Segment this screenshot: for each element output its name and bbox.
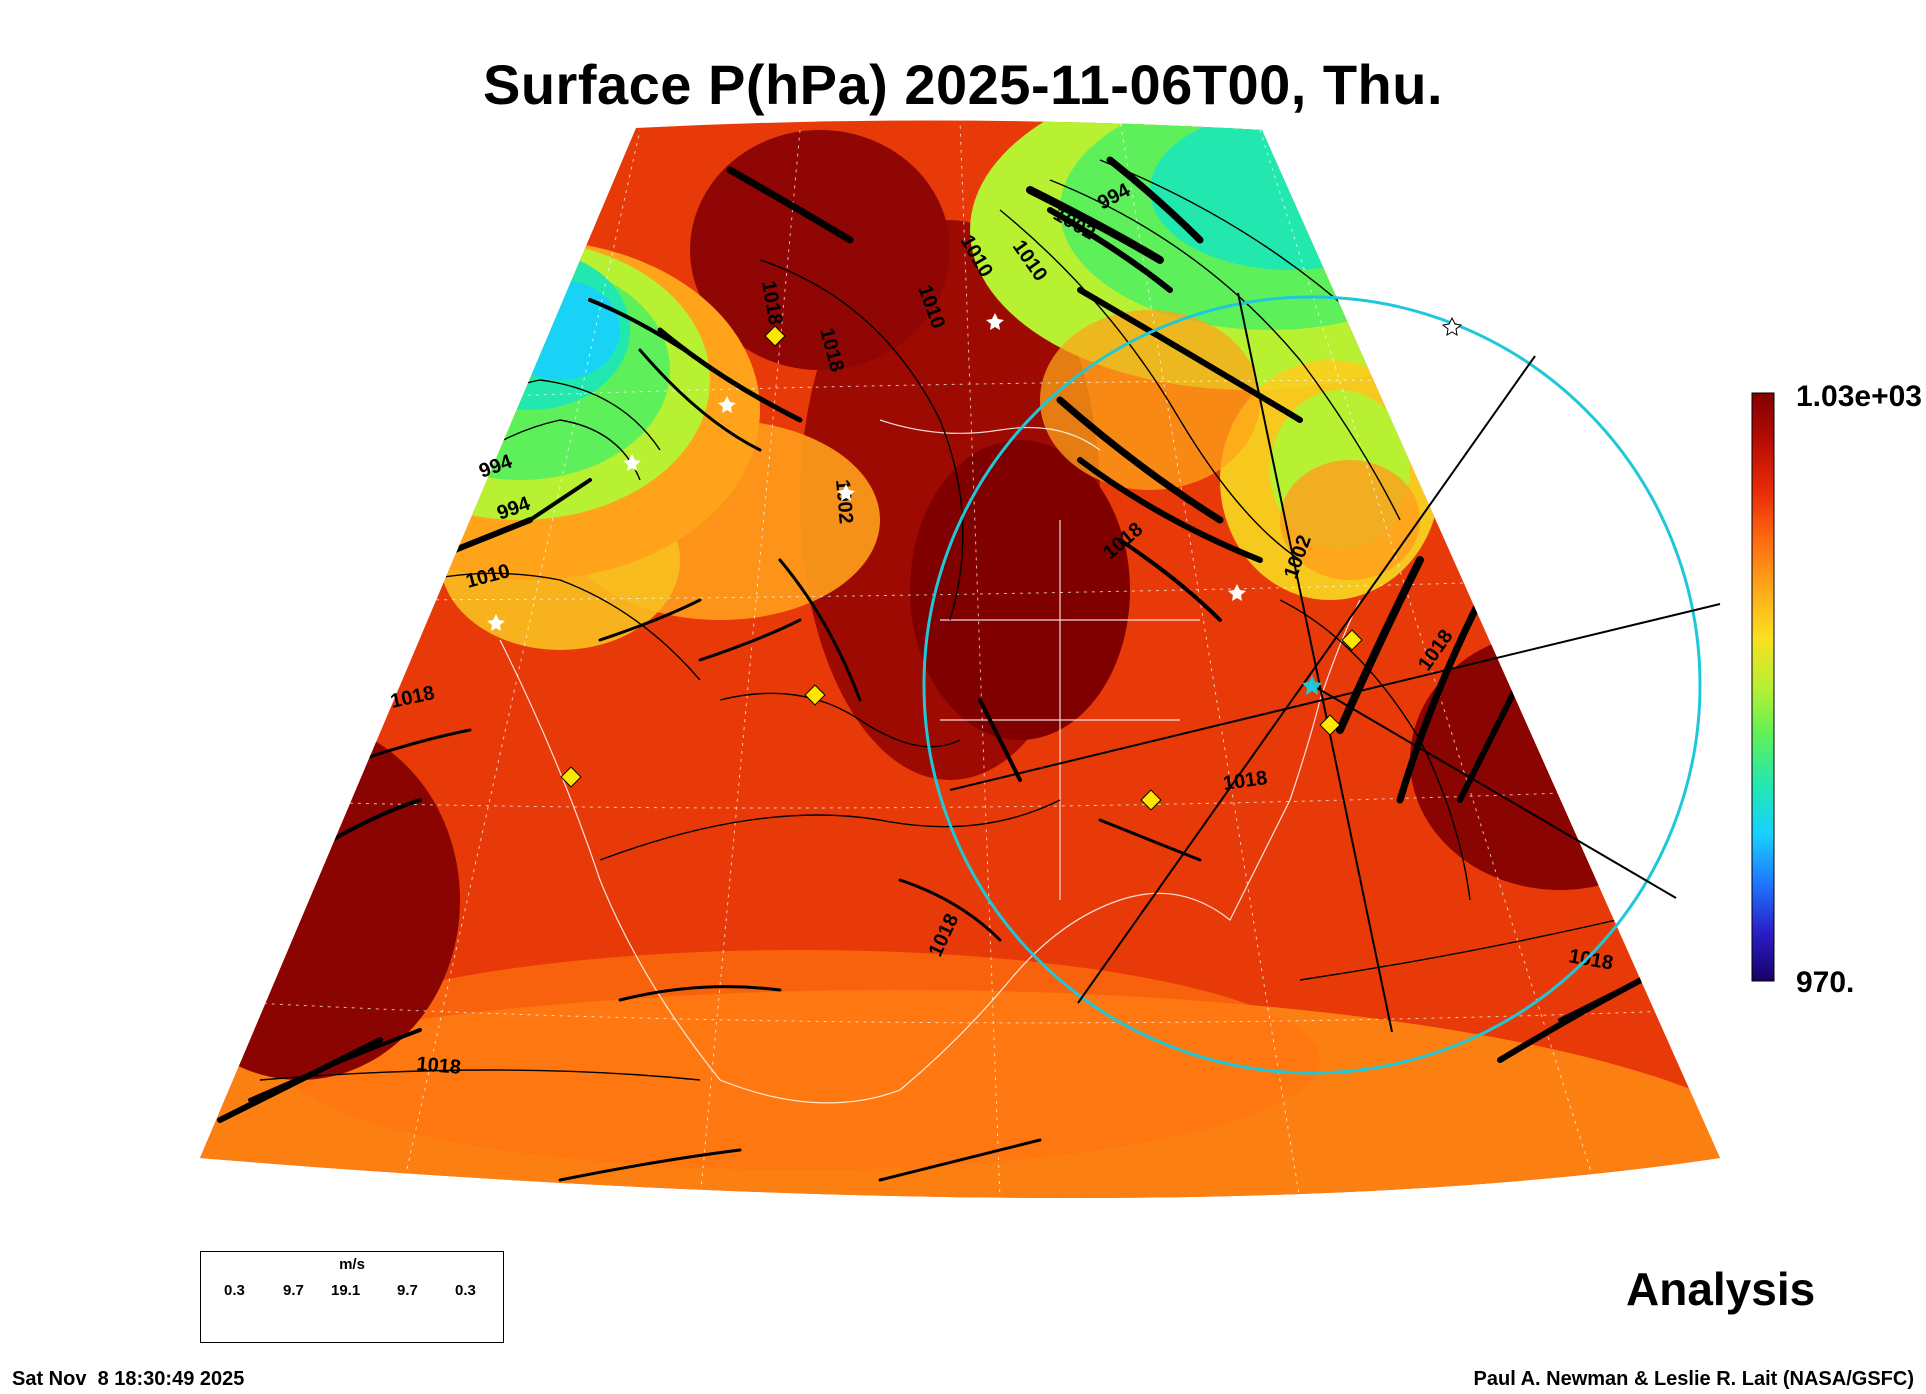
wind-legend-value: 0.3 bbox=[224, 1282, 245, 1299]
star-marker bbox=[986, 313, 1004, 330]
diamond-marker bbox=[560, 766, 582, 788]
star-marker bbox=[1228, 584, 1246, 601]
colorbar-max-label: 1.03e+03 bbox=[1796, 380, 1922, 413]
wind-legend-value: 9.7 bbox=[283, 1282, 304, 1299]
cross-section-line bbox=[949, 603, 1721, 791]
wind-speed-legend: m/s 0.3 9.7 19.1 9.7 0.3 bbox=[200, 1251, 504, 1343]
contour-label: 1002 bbox=[831, 479, 857, 525]
wind-legend-value: 19.1 bbox=[331, 1282, 361, 1299]
star-marker bbox=[623, 454, 641, 471]
diamond-marker bbox=[804, 684, 826, 706]
diamond-marker bbox=[764, 325, 786, 347]
colorbar bbox=[1751, 392, 1775, 982]
star-marker bbox=[718, 396, 736, 413]
diamond-marker bbox=[1140, 789, 1162, 811]
analysis-label: Analysis bbox=[1626, 1263, 1816, 1315]
cross-section-line bbox=[1311, 684, 1677, 899]
star-outline-marker bbox=[1441, 316, 1463, 336]
colorbar-gradient bbox=[1751, 392, 1775, 982]
station-markers bbox=[487, 313, 1469, 811]
star-marker bbox=[1451, 534, 1469, 551]
cross-section-circle bbox=[922, 295, 1702, 1075]
wind-legend-unit: m/s bbox=[339, 1256, 365, 1273]
star-marker bbox=[837, 484, 855, 501]
diamond-marker bbox=[1341, 629, 1363, 651]
cross-section-overlay bbox=[922, 292, 1721, 1075]
map-title: Surface P(hPa) 2025-11-06T00, Thu. bbox=[482, 53, 1444, 116]
colorbar-min-label: 970. bbox=[1796, 966, 1855, 999]
star-marker bbox=[487, 614, 505, 631]
wind-legend-value: 0.3 bbox=[455, 1282, 476, 1299]
credits: Paul A. Newman & Leslie R. Lait (NASA/GS… bbox=[1473, 1368, 1914, 1390]
timestamp: Sat Nov 8 18:30:49 2025 bbox=[12, 1368, 245, 1390]
contour-label: 1018 bbox=[416, 1053, 462, 1079]
center-star-icon bbox=[1302, 675, 1322, 695]
diamond-marker bbox=[1319, 714, 1341, 736]
wind-legend-value: 9.7 bbox=[397, 1282, 418, 1299]
cross-section-line bbox=[1237, 292, 1393, 1033]
cross-section-line bbox=[1077, 355, 1536, 1004]
